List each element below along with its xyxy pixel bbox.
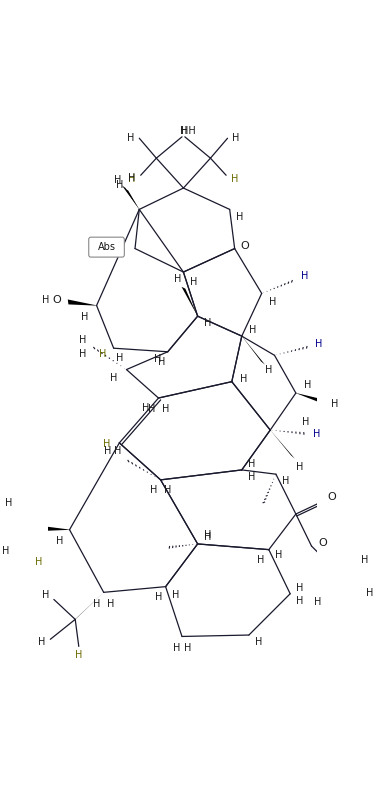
Text: H: H	[296, 583, 304, 593]
Text: H: H	[314, 597, 321, 607]
Text: H: H	[38, 637, 46, 647]
Text: H: H	[116, 179, 123, 190]
Text: H: H	[303, 380, 311, 389]
Text: H: H	[204, 532, 211, 542]
Text: H: H	[103, 440, 110, 449]
Text: H: H	[114, 446, 122, 457]
Text: H: H	[255, 637, 262, 647]
Text: H: H	[315, 339, 322, 349]
Polygon shape	[125, 188, 139, 209]
Text: H: H	[129, 173, 136, 183]
Text: H: H	[127, 133, 135, 144]
Polygon shape	[73, 592, 104, 621]
Text: H: H	[173, 643, 180, 653]
Text: H: H	[107, 599, 115, 609]
Text: H: H	[114, 174, 122, 185]
Text: H: H	[162, 405, 169, 414]
Text: H: H	[296, 596, 304, 606]
Text: H: H	[35, 556, 42, 567]
Text: H: H	[154, 354, 161, 364]
Text: H: H	[301, 272, 308, 281]
Text: H: H	[79, 335, 86, 345]
Text: H: H	[231, 174, 238, 184]
Text: O: O	[240, 242, 249, 251]
Text: H: H	[75, 650, 83, 660]
Text: H: H	[180, 127, 187, 136]
Text: H: H	[190, 277, 197, 287]
Text: H: H	[79, 349, 86, 359]
Text: H: H	[184, 643, 192, 653]
Text: H: H	[41, 590, 49, 600]
Text: H: H	[41, 295, 49, 305]
Text: H: H	[116, 353, 123, 363]
Text: H: H	[239, 374, 247, 384]
Polygon shape	[181, 287, 198, 316]
Text: H: H	[232, 133, 240, 144]
Text: H: H	[158, 357, 166, 367]
Text: H: H	[204, 318, 211, 328]
Text: H: H	[296, 462, 304, 472]
Text: H: H	[164, 485, 172, 495]
Polygon shape	[68, 299, 97, 306]
Text: H: H	[155, 591, 162, 602]
Polygon shape	[296, 393, 324, 404]
Text: H: H	[142, 403, 149, 413]
Text: O: O	[327, 492, 336, 502]
Text: H: H	[56, 536, 63, 546]
Text: H: H	[282, 476, 290, 487]
Text: H: H	[5, 498, 13, 508]
Text: H: H	[204, 530, 211, 540]
Text: H: H	[313, 429, 320, 439]
Text: H: H	[257, 555, 264, 564]
Text: H: H	[174, 274, 181, 284]
Text: H: H	[250, 325, 257, 336]
Text: H: H	[265, 365, 273, 375]
Text: H: H	[248, 459, 256, 470]
Text: H: H	[129, 174, 136, 184]
Text: Abs: Abs	[98, 242, 115, 252]
Text: H: H	[150, 485, 157, 495]
Text: H: H	[93, 599, 100, 609]
Text: H: H	[104, 446, 112, 457]
Polygon shape	[270, 430, 295, 459]
Text: H: H	[98, 349, 106, 359]
Text: HH: HH	[181, 127, 196, 136]
Text: H: H	[248, 472, 256, 482]
Text: H: H	[81, 312, 89, 322]
Text: H: H	[275, 551, 282, 560]
Text: H: H	[3, 546, 10, 556]
Text: H: H	[110, 373, 117, 383]
Text: H: H	[366, 588, 374, 598]
Text: O: O	[52, 295, 61, 305]
Text: H: H	[360, 555, 368, 564]
Polygon shape	[122, 186, 139, 209]
Text: H: H	[302, 417, 310, 427]
Text: H: H	[148, 405, 155, 414]
Text: H: H	[236, 212, 243, 221]
Text: H: H	[270, 297, 277, 307]
Polygon shape	[242, 336, 265, 365]
Polygon shape	[37, 526, 69, 531]
FancyBboxPatch shape	[89, 237, 124, 257]
Text: H: H	[172, 590, 179, 600]
Text: H: H	[331, 399, 339, 409]
Text: O: O	[319, 538, 327, 547]
